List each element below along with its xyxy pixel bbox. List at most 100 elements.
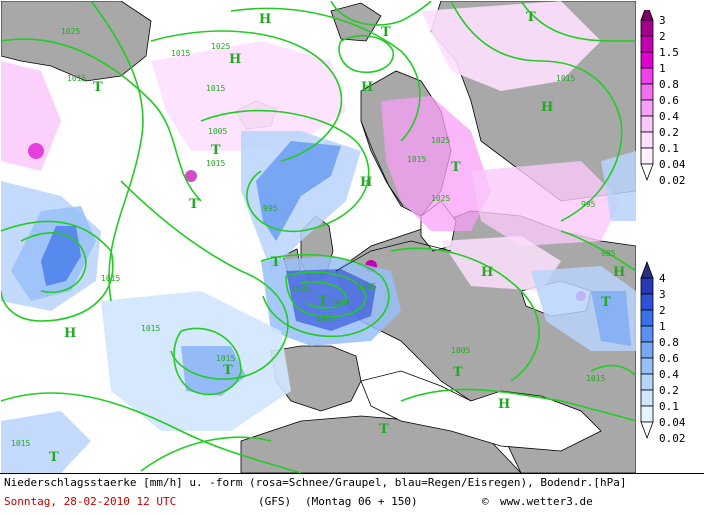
valid-time-label: (Montag 06 + 150)	[305, 495, 418, 508]
snow-area-russia	[471, 161, 621, 246]
map-canvas: 1025 1015 1015 1025 1005 1015 995 1005 1005 1015 1…	[1, 1, 636, 473]
rain-area-low-core	[286, 269, 376, 331]
rain-scale-swatch	[640, 373, 654, 391]
isobar-line	[150, 30, 343, 162]
coast-norway	[360, 120, 404, 207]
snow-scale-tick-label: 0.4	[659, 110, 679, 123]
low-pressure-label: T	[526, 10, 536, 25]
snow-scale-swatch	[640, 99, 654, 117]
isobar-value-label: 985	[601, 249, 616, 258]
isobar-line	[260, 253, 390, 338]
snow-area-scandinavia	[381, 96, 491, 231]
low-pressure-label: T	[318, 294, 328, 309]
snow-scale-swatch	[640, 115, 654, 133]
snow-scale-arrow-bottom	[640, 163, 654, 182]
snow-area-east-europe	[441, 236, 561, 291]
isobar-line	[173, 327, 242, 396]
rain-area-east-core	[591, 291, 631, 346]
isobar-value-label: 995	[263, 204, 278, 213]
isobar-line	[20, 232, 87, 293]
isobar-value-label: 995	[581, 200, 596, 209]
low-pressure-label: T	[223, 363, 233, 378]
rain-scale-tick-label: 0.2	[659, 384, 679, 397]
low-pressure-label: T	[601, 295, 611, 310]
high-pressure-label: H	[481, 265, 493, 280]
rain-scale-tick-label: 0.1	[659, 400, 679, 413]
isobar-value-label: 1015	[216, 354, 235, 363]
isobars	[1, 1, 636, 473]
legend: 3 2 1.5 1 0.8 0.6 0.4 0.2 0.1 0.04 0.02 4 3 2 1 0.8 0.6 0…	[637, 2, 704, 480]
high-pressure-label: H	[259, 12, 271, 27]
isobar-value-label: 1015	[171, 49, 190, 58]
snow-scale-tick-label: 0.04	[659, 158, 686, 171]
coastlines	[335, 120, 452, 272]
snow-scale-swatch	[640, 147, 654, 165]
isobar-value-label: 1005	[291, 284, 310, 293]
rain-scale-swatch	[640, 357, 654, 375]
isobar-line	[560, 230, 636, 272]
isobar-line	[338, 35, 394, 73]
isobar-value-label: 1025	[211, 42, 230, 51]
model-label: (GFS)	[258, 495, 292, 508]
rain-scale-tick-label: 2	[659, 304, 666, 317]
snow-area-north-atlantic	[151, 41, 346, 151]
rain-scale-tick-label: 4	[659, 272, 666, 285]
snow-scale-tick-label: 1.5	[659, 46, 679, 59]
isobar-line	[520, 1, 636, 42]
isobar-line	[590, 364, 636, 377]
isobar-value-label: 1015	[67, 74, 86, 83]
date-line: Sonntag, 28-02-2010 12 UTC	[4, 495, 177, 508]
snow-area-arctic	[421, 1, 601, 91]
low-pressure-label: T	[451, 160, 461, 175]
isobar-line	[1, 220, 114, 322]
isobar-line	[200, 109, 370, 233]
rain-scale-swatch	[640, 405, 654, 423]
snow-scale-tick-label: 0.1	[659, 142, 679, 155]
isobar-line	[390, 247, 540, 382]
high-pressure-label: H	[613, 265, 625, 280]
low-pressure-label: T	[189, 197, 199, 212]
isobar-line	[330, 1, 432, 26]
rain-scale-swatch	[640, 341, 654, 359]
low-pressure-label: T	[93, 80, 103, 95]
isobar-line	[450, 1, 623, 222]
low-pressure-label: T	[211, 143, 221, 158]
rain-precipitation	[1, 131, 636, 473]
isobar-line	[140, 436, 272, 472]
rain-scale-tick-label: 0.4	[659, 368, 679, 381]
high-pressure-label: H	[541, 100, 553, 115]
snow-scale-swatch	[640, 83, 654, 101]
snow-scale-swatch	[640, 131, 654, 149]
isobar-value-label: 1015	[141, 324, 160, 333]
rain-scale-tick-label: 3	[659, 288, 666, 301]
low-pressure-label: T	[49, 450, 59, 465]
credit-link[interactable]: www.wetter3.de	[500, 495, 593, 508]
isobar-line	[1, 38, 202, 202]
low-pressure-label: T	[271, 255, 281, 270]
isobar-value-label: 1015	[407, 155, 426, 164]
snow-scale-tick-label: 2	[659, 30, 666, 43]
rain-scale-swatch	[640, 293, 654, 311]
copyright-symbol: ©	[482, 495, 489, 508]
rain-area-azores-low	[181, 346, 246, 396]
low-pressure-label: T	[379, 422, 389, 437]
snow-area-greenland-sea	[1, 61, 61, 171]
rain-scale-tick-label: 0.04	[659, 416, 686, 429]
rain-scale-swatch	[640, 325, 654, 343]
snow-scale-swatch	[640, 67, 654, 85]
high-pressure-label: H	[360, 175, 372, 190]
isobar-line	[1, 392, 302, 473]
isobar-line	[230, 7, 421, 142]
snow-scale-swatch	[640, 35, 654, 53]
rain-scale-tick-label: 0.6	[659, 352, 679, 365]
snow-scale-tick-label: 0.2	[659, 126, 679, 139]
rain-scale-arrow-bottom	[640, 421, 654, 440]
rain-scale-swatch	[640, 309, 654, 327]
isobar-value-label: 1015	[556, 74, 575, 83]
snow-cell-1	[28, 143, 44, 159]
rain-scale-arrow-top	[640, 260, 654, 279]
isobar-value-label: 1005	[316, 314, 335, 323]
title-line: Niederschlagsstaerke [mm/h] u. -form (ro…	[4, 476, 627, 489]
rain-scale-swatch	[640, 389, 654, 407]
isobar-value-label: 1015	[11, 439, 30, 448]
